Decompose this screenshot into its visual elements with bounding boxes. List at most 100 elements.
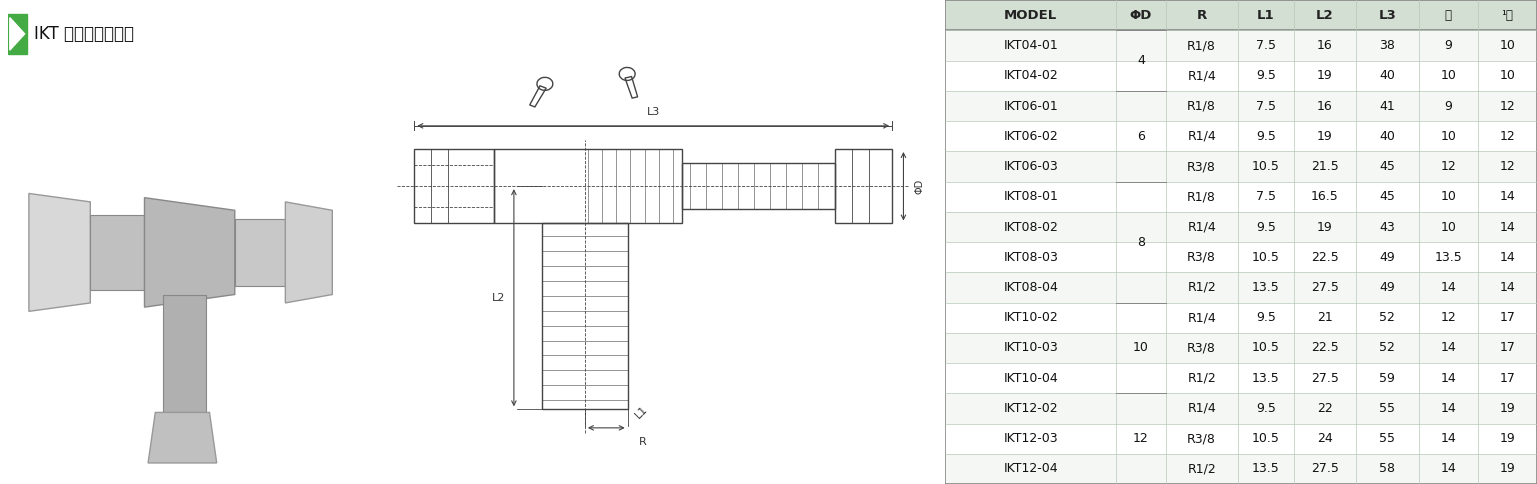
Polygon shape: [9, 17, 25, 50]
Text: 10: 10: [1500, 69, 1515, 82]
Text: 10.5: 10.5: [1251, 160, 1280, 173]
Text: 9.5: 9.5: [1256, 130, 1276, 143]
Text: 9.5: 9.5: [1256, 311, 1276, 324]
Text: 19: 19: [1317, 69, 1333, 82]
Text: IKT 卡套螺纹正三通: IKT 卡套螺纹正三通: [34, 25, 134, 43]
Text: 9: 9: [1445, 100, 1452, 113]
Text: 10: 10: [1440, 130, 1456, 143]
Text: 27.5: 27.5: [1311, 372, 1339, 385]
Text: R3/8: R3/8: [1187, 251, 1216, 264]
Text: R3/8: R3/8: [1187, 160, 1216, 173]
Text: IKT06-02: IKT06-02: [1004, 130, 1057, 143]
Text: 55: 55: [1379, 432, 1396, 445]
Text: 16: 16: [1317, 100, 1333, 113]
Text: 14: 14: [1500, 281, 1515, 294]
Text: 14: 14: [1440, 281, 1456, 294]
Text: 43: 43: [1380, 221, 1396, 233]
Bar: [945, 30, 1537, 60]
Bar: [945, 91, 1537, 121]
Text: 🔧: 🔧: [1445, 9, 1452, 22]
Text: IKT06-01: IKT06-01: [1004, 100, 1057, 113]
Text: 13.5: 13.5: [1253, 462, 1280, 475]
Polygon shape: [144, 197, 235, 307]
Text: 14: 14: [1500, 251, 1515, 264]
Text: ΦD: ΦD: [1130, 9, 1153, 22]
Bar: [945, 212, 1537, 242]
Bar: [945, 454, 1537, 484]
Text: 13.5: 13.5: [1253, 372, 1280, 385]
Text: R1/2: R1/2: [1187, 281, 1216, 294]
Bar: [493, 149, 682, 224]
Text: 49: 49: [1380, 251, 1396, 264]
Text: 14: 14: [1440, 402, 1456, 415]
Text: IKT04-01: IKT04-01: [1004, 39, 1057, 52]
Text: 10.5: 10.5: [1251, 251, 1280, 264]
Text: 59: 59: [1380, 372, 1396, 385]
Text: 16.5: 16.5: [1311, 190, 1339, 203]
Text: 22.5: 22.5: [1311, 341, 1339, 354]
Text: 4: 4: [1137, 54, 1145, 67]
Text: 6: 6: [1137, 130, 1145, 143]
Bar: [945, 333, 1537, 363]
Text: 14: 14: [1440, 341, 1456, 354]
Text: R: R: [639, 437, 647, 447]
Text: IKT10-03: IKT10-03: [1004, 341, 1057, 354]
Bar: [945, 0, 1537, 30]
Text: 22: 22: [1317, 402, 1333, 415]
Text: R1/4: R1/4: [1187, 311, 1216, 324]
Text: 10: 10: [1133, 341, 1148, 354]
Text: 14: 14: [1440, 372, 1456, 385]
Text: IKT12-03: IKT12-03: [1004, 432, 1057, 445]
Text: 19: 19: [1500, 432, 1515, 445]
Text: R1/2: R1/2: [1187, 372, 1216, 385]
Text: 9: 9: [1445, 39, 1452, 52]
Text: IKT08-02: IKT08-02: [1004, 221, 1057, 233]
Text: 12: 12: [1133, 432, 1148, 445]
Text: 38: 38: [1380, 39, 1396, 52]
Bar: [945, 121, 1537, 151]
Text: 58: 58: [1379, 462, 1396, 475]
Text: L3: L3: [647, 106, 659, 117]
Bar: [945, 60, 1537, 91]
Text: 13.5: 13.5: [1253, 281, 1280, 294]
Text: 10: 10: [1440, 221, 1456, 233]
Bar: [835, 149, 891, 224]
Text: 7.5: 7.5: [1256, 190, 1276, 203]
Text: 9.5: 9.5: [1256, 69, 1276, 82]
Text: IKT12-04: IKT12-04: [1004, 462, 1057, 475]
Text: MODEL: MODEL: [1004, 9, 1057, 22]
Text: R1/8: R1/8: [1187, 190, 1216, 203]
Text: 12: 12: [1440, 160, 1456, 173]
Bar: [91, 214, 144, 290]
Text: 14: 14: [1500, 221, 1515, 233]
Bar: [945, 302, 1537, 333]
Text: 17: 17: [1500, 341, 1515, 354]
Bar: [945, 182, 1537, 212]
Text: 17: 17: [1500, 372, 1515, 385]
Text: ΦD: ΦD: [915, 179, 925, 194]
Text: 27.5: 27.5: [1311, 281, 1339, 294]
Text: 10: 10: [1500, 39, 1515, 52]
Text: 55: 55: [1379, 402, 1396, 415]
Text: 10.5: 10.5: [1251, 432, 1280, 445]
Bar: [8, 14, 28, 54]
Text: 49: 49: [1380, 281, 1396, 294]
Text: 41: 41: [1380, 100, 1396, 113]
Text: IKT12-02: IKT12-02: [1004, 402, 1057, 415]
Text: 8: 8: [1137, 236, 1145, 249]
Bar: [682, 163, 835, 209]
Text: IKT08-03: IKT08-03: [1004, 251, 1057, 264]
Text: 19: 19: [1500, 402, 1515, 415]
Text: L1: L1: [633, 405, 650, 421]
Text: IKT10-02: IKT10-02: [1004, 311, 1057, 324]
Text: L3: L3: [1379, 9, 1396, 22]
Text: 21: 21: [1317, 311, 1333, 324]
Text: 14: 14: [1440, 432, 1456, 445]
Text: 9.5: 9.5: [1256, 221, 1276, 233]
Bar: [945, 242, 1537, 272]
Bar: [163, 294, 206, 412]
Text: 10.5: 10.5: [1251, 341, 1280, 354]
Text: 12: 12: [1440, 311, 1456, 324]
Text: R1/4: R1/4: [1187, 130, 1216, 143]
Text: R1/2: R1/2: [1187, 462, 1216, 475]
